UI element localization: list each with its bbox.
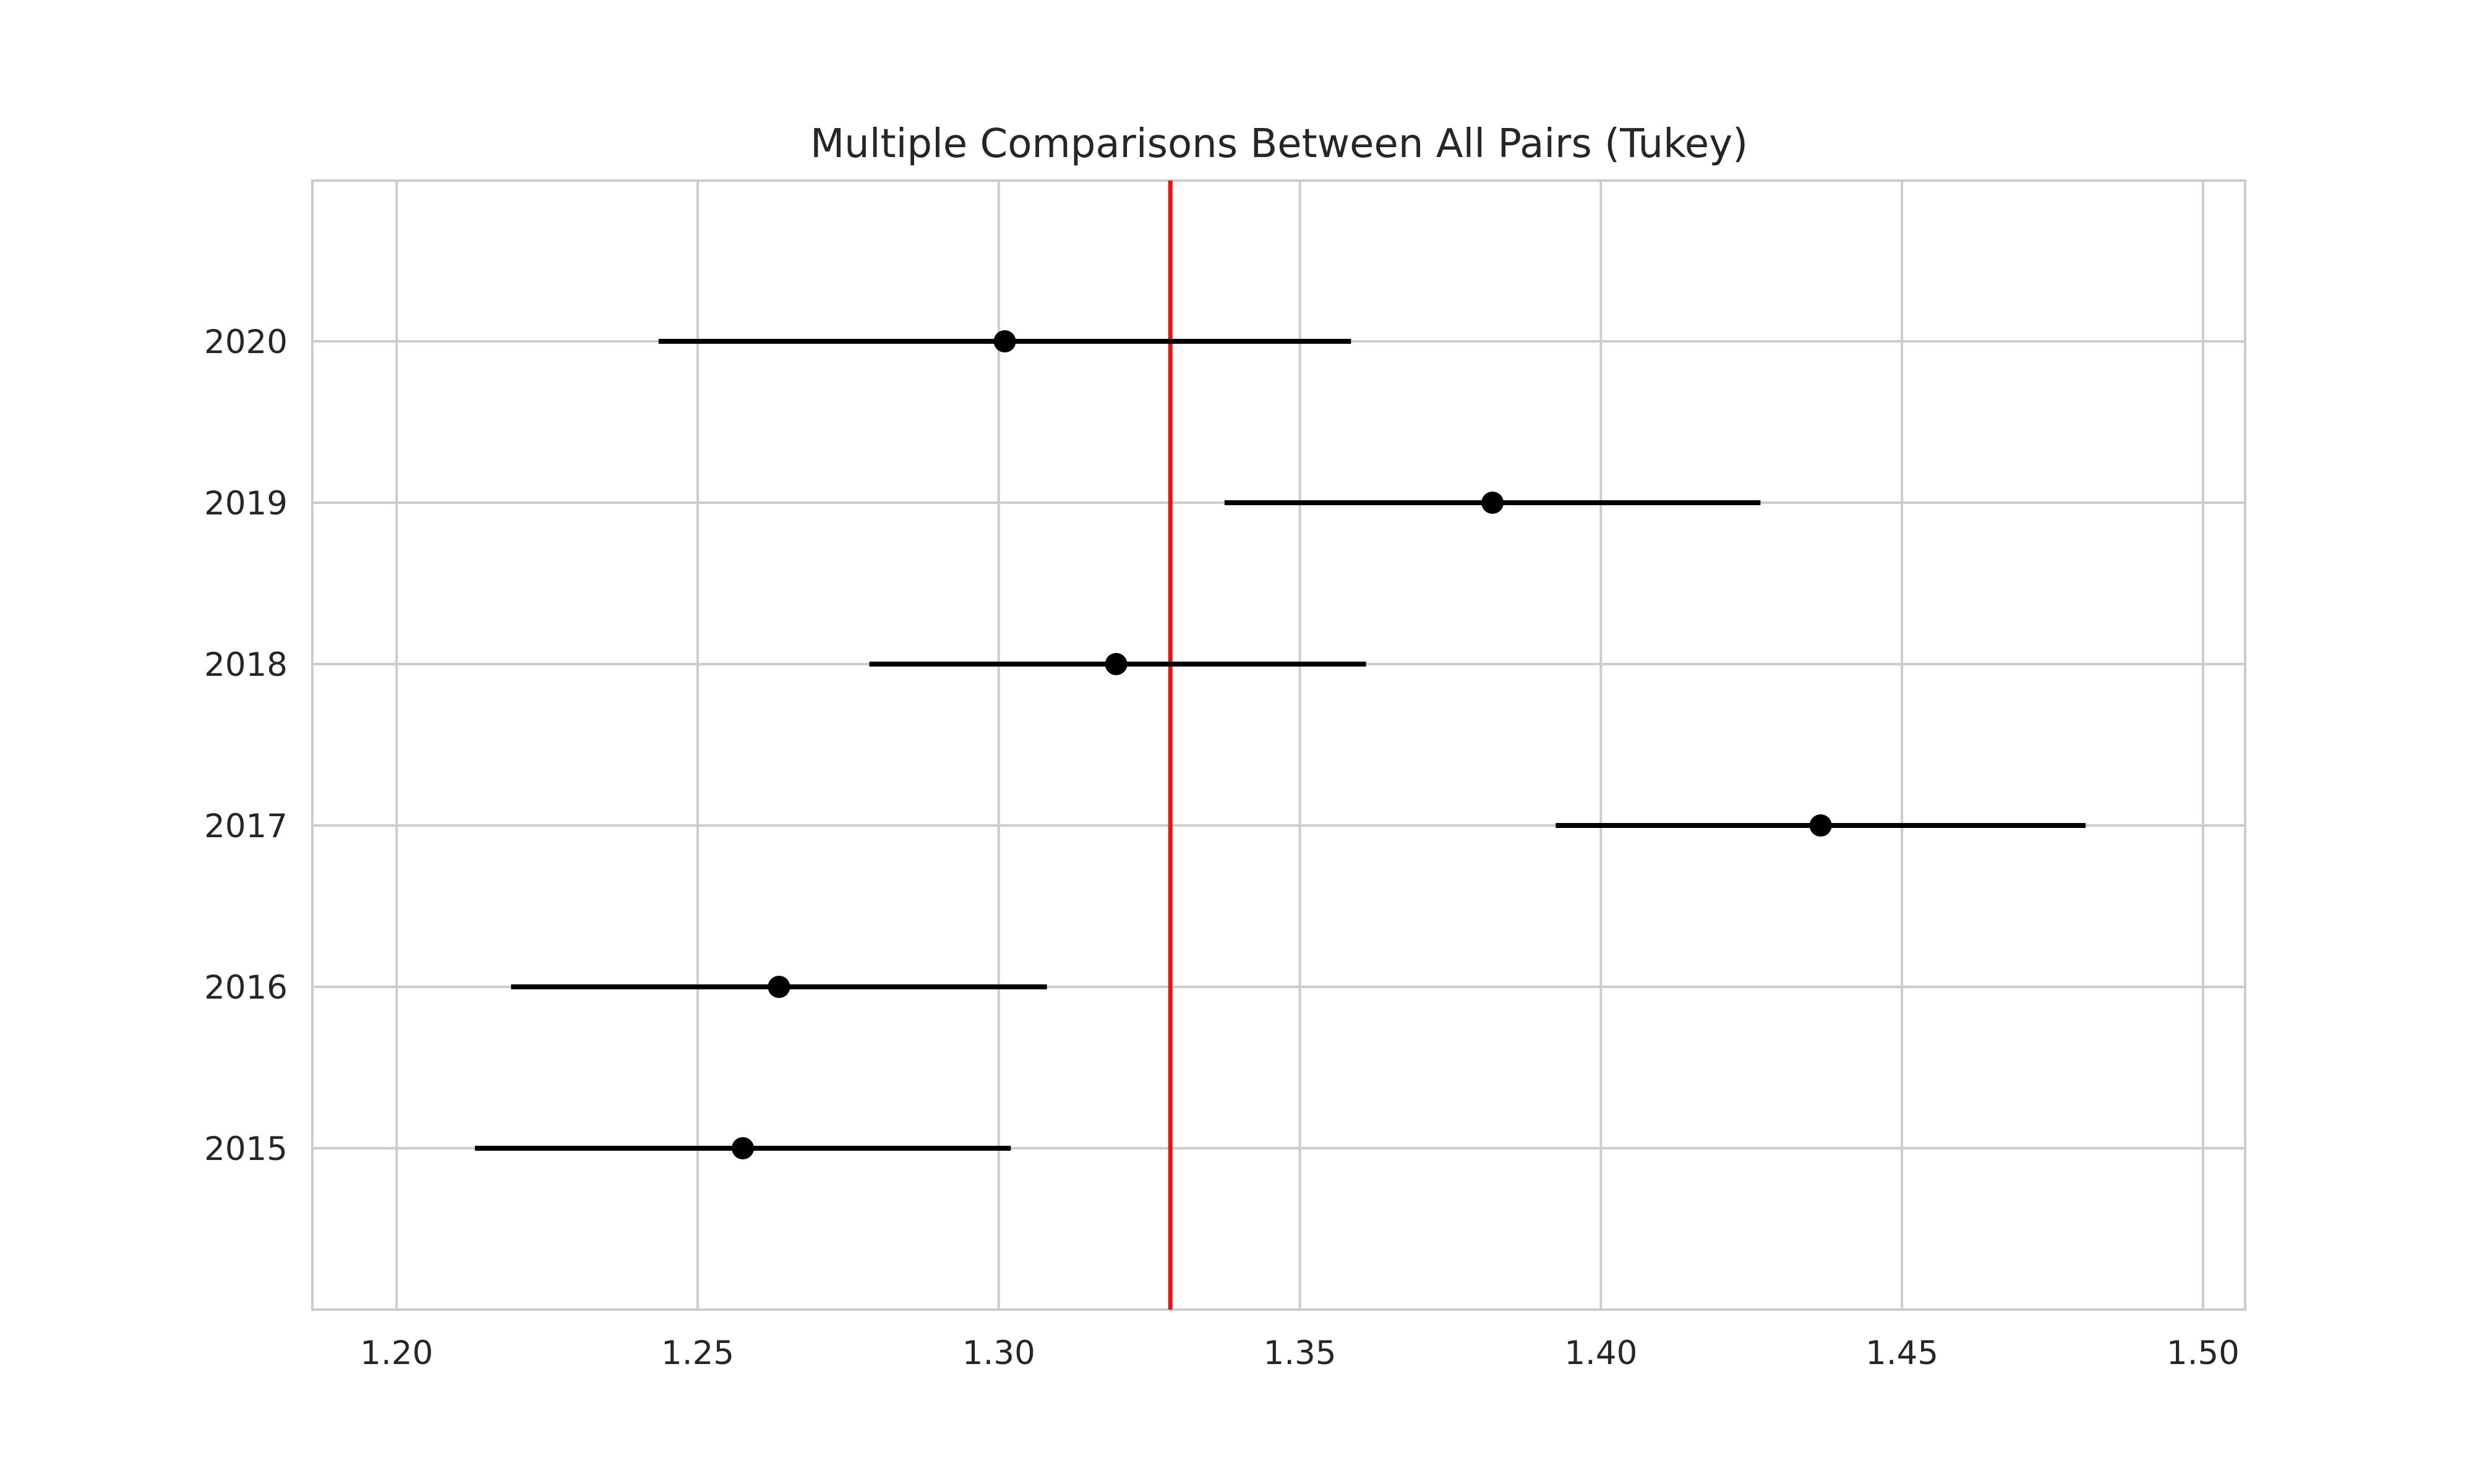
x-tick-label: 1.25 — [661, 1334, 734, 1372]
chart-title: Multiple Comparisons Between All Pairs (… — [810, 121, 1748, 167]
x-tick-label: 1.35 — [1264, 1334, 1337, 1372]
tick-label-layer: 1.20 1.25 1.30 1.35 1.40 1.45 1.50 2020 2019 2018… — [204, 323, 2240, 1372]
y-tick-label: 2019 — [204, 485, 288, 522]
y-tick-label: 2020 — [204, 323, 288, 361]
errorbar-layer — [474, 330, 2086, 1159]
x-tick-label: 1.40 — [1564, 1334, 1637, 1372]
x-tick-label: 1.30 — [962, 1334, 1035, 1372]
mean-marker-2016 — [768, 976, 790, 998]
mean-marker-2019 — [1481, 492, 1504, 514]
y-tick-label: 2018 — [204, 646, 288, 684]
y-tick-label: 2017 — [204, 808, 288, 845]
x-tick-label: 1.50 — [2167, 1334, 2240, 1372]
y-tick-label: 2015 — [204, 1130, 288, 1168]
mean-marker-2017 — [1809, 814, 1832, 837]
plot-frame — [311, 179, 2246, 1311]
x-tick-label: 1.20 — [360, 1334, 433, 1372]
mean-marker-2020 — [993, 330, 1016, 352]
y-tick-label: 2016 — [204, 969, 288, 1007]
mean-marker-2015 — [732, 1137, 755, 1159]
mean-marker-2018 — [1105, 653, 1128, 675]
x-tick-label: 1.45 — [1865, 1334, 1938, 1372]
